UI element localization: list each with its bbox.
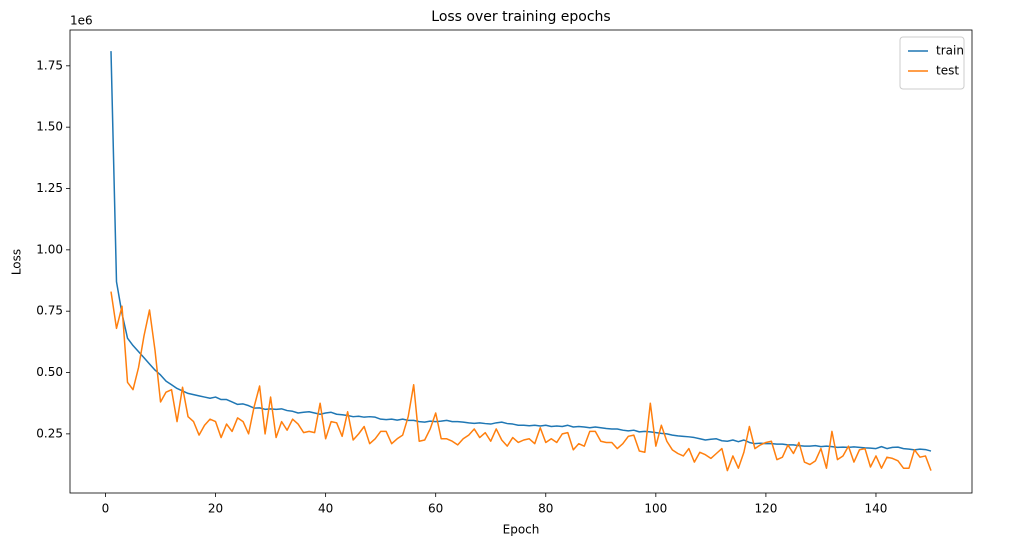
- y-offset-label: 1e6: [70, 14, 93, 28]
- x-tick-label: 60: [428, 502, 443, 516]
- chart-title: Loss over training epochs: [431, 9, 610, 25]
- x-tick-label: 140: [865, 502, 888, 516]
- legend-label: train: [936, 44, 964, 58]
- y-tick-label: 1.00: [36, 242, 63, 256]
- y-tick-label: 1.25: [36, 181, 63, 195]
- line-train: [110, 51, 932, 452]
- legend: train test: [899, 36, 965, 90]
- x-tick-label: 100: [644, 502, 667, 516]
- y-tick-label: 0.50: [36, 365, 63, 379]
- x-axis-label: Epoch: [503, 523, 540, 537]
- y-tick-label: 1.75: [36, 58, 63, 72]
- y-tick-label: 0.75: [36, 304, 63, 318]
- x-tick-label: 80: [538, 502, 553, 516]
- x-tick-label: 0: [102, 502, 110, 516]
- y-tick-label: 0.25: [36, 426, 63, 440]
- legend-label: test: [936, 64, 959, 78]
- y-tick-label: 1.50: [36, 120, 63, 134]
- plot-frame: [69, 29, 973, 494]
- legend-box: [899, 36, 965, 90]
- x-tick-label: 120: [754, 502, 777, 516]
- line-test: [110, 291, 932, 472]
- y-axis-label: Loss: [10, 249, 24, 275]
- x-tick-label: 40: [318, 502, 333, 516]
- x-tick-label: 20: [208, 502, 223, 516]
